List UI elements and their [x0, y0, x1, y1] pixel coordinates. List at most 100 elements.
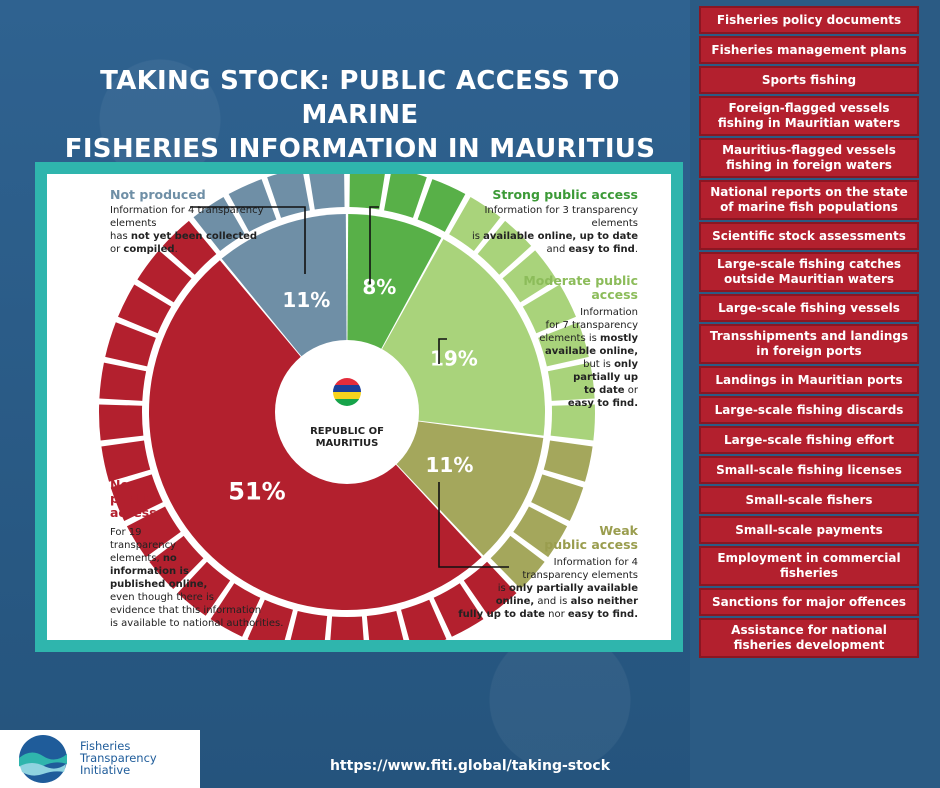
outer-ring-segment: [290, 610, 328, 640]
legend-text-bold: published online,: [110, 579, 208, 590]
outer-ring-segment: [137, 250, 192, 303]
legend-moderate-title: Moderate public access: [517, 274, 638, 302]
legend-text-line: is available to national authorities.: [110, 618, 284, 629]
outer-ring-segment: [330, 616, 364, 640]
legend-text-bold: online,: [495, 596, 535, 607]
mauritius-flag-icon: [333, 378, 361, 406]
outer-ring-segment: [105, 322, 156, 367]
legend-text-part: and: [546, 244, 569, 255]
legend-text-bold: available online,: [544, 346, 638, 357]
sidebar-item: Large-scale fishing vessels: [699, 294, 919, 322]
legend-not-produced-title: Not produced: [110, 187, 206, 202]
outer-ring-segment: [162, 220, 217, 275]
outer-ring-segment: [502, 250, 557, 303]
legend-text-bold: partially up: [573, 372, 638, 383]
legend-text-part: is: [497, 583, 509, 594]
legend-text-part: and is: [534, 596, 571, 607]
legend-text-line: Information: [580, 307, 638, 318]
legend-text-part: but is: [583, 359, 615, 370]
sidebar-item: Fisheries management plans: [699, 36, 919, 64]
slice-value-label: 51%: [228, 477, 285, 505]
outer-ring-segment: [110, 474, 163, 521]
outer-ring-segment: [449, 196, 501, 251]
outer-ring-segment: [550, 404, 595, 441]
center-label-line-1: REPUBLIC OF: [310, 426, 384, 437]
sidebar-item: Small-scale payments: [699, 516, 919, 544]
legend-text-bold: also neither: [570, 596, 638, 607]
legend-text-line: for 7 transparency: [545, 320, 638, 331]
leader-line: [438, 482, 509, 568]
legend-text-bold: mostly: [600, 333, 638, 344]
legend-text-part: is: [471, 231, 484, 242]
donut-chart: 8% 19% 11% 51% 11%: [98, 174, 595, 640]
outer-ring-segment: [309, 174, 345, 210]
legend-text-line: Information for 4: [553, 557, 638, 568]
logo-text-line: Initiative: [80, 763, 131, 777]
legend-text-bold: easy to find.: [567, 398, 638, 409]
legend-text-part: .: [634, 244, 638, 255]
legend-text-line: evidence that this information: [110, 605, 262, 616]
title-line-1: TAKING STOCK: PUBLIC ACCESS TO MARINE: [100, 66, 620, 130]
sidebar-item: Sports fishing: [699, 66, 919, 94]
outer-ring-segment: [98, 404, 144, 441]
legend-text-line: transparency elements: [522, 570, 638, 581]
fiti-logo-text: Fisheries Transparency Initiative: [80, 740, 157, 776]
legend-title-line: access: [110, 505, 157, 520]
sidebar-item: Landings in Mauritian ports: [699, 366, 919, 394]
fiti-logo: Fisheries Transparency Initiative: [0, 730, 200, 788]
outer-ring-segment: [101, 440, 151, 482]
legend-text-part: nor: [544, 609, 568, 620]
legend-text-line: Information for 4 transparency elements: [110, 205, 264, 229]
legend-moderate-text: Information for 7 transparency elements …: [537, 306, 638, 410]
sidebar-item: Small-scale fishers: [699, 486, 919, 514]
legend-text-line: Information for 3 transparency elements: [484, 205, 638, 229]
legend-text-part: or: [624, 385, 638, 396]
outer-ring-segment: [513, 506, 568, 558]
leader-line: [438, 338, 447, 364]
legend-text-line: transparency: [110, 540, 176, 551]
outer-ring-segment: [417, 179, 466, 232]
outer-ring-segment: [210, 583, 261, 637]
outer-ring-segment: [433, 583, 484, 637]
sidebar-item: Transshipments and landings in foreign p…: [699, 324, 919, 364]
outer-ring-segment: [463, 561, 517, 616]
sidebar-item: Large-scale fishing discards: [699, 396, 919, 424]
legend-no-access-text: For 19 transparency elements, no informa…: [110, 526, 320, 630]
page-title: TAKING STOCK: PUBLIC ACCESS TO MARINE FI…: [40, 64, 680, 166]
legend-text-bold: no: [162, 553, 177, 564]
outer-ring-segment: [384, 174, 427, 218]
outer-ring-segment: [366, 610, 404, 640]
legend-text-bold: only partially available: [508, 583, 638, 594]
legend-text-part: has: [110, 231, 131, 242]
legend-text-bold: fully up to date: [458, 609, 545, 620]
logo-text-line: Transparency: [80, 751, 157, 765]
fiti-url-link[interactable]: https://www.fiti.global/taking-stock: [329, 758, 611, 774]
outer-ring-segment: [522, 284, 576, 334]
sidebar-item: Large-scale fishing catches outside Maur…: [699, 252, 919, 292]
legend-title-line: public: [110, 491, 153, 506]
outer-ring-segment: [118, 284, 172, 334]
legend-text-bold: only: [614, 359, 638, 370]
sidebar-item: National reports on the state of marine …: [699, 180, 919, 220]
legend-title-line: No: [110, 477, 130, 492]
legend-text-bold: easy to find: [568, 244, 635, 255]
title-line-2: FISHERIES INFORMATION IN MAURITIUS: [64, 134, 656, 164]
legend-text-part: or: [110, 244, 124, 255]
outer-ring-segment: [193, 196, 245, 251]
outer-ring-segment: [477, 220, 532, 275]
sidebar-item: Fisheries policy documents: [699, 6, 919, 34]
legend-title-line: public access: [544, 537, 638, 552]
leader-line: [190, 206, 306, 274]
logo-text-line: Fisheries: [80, 739, 131, 753]
center-hole: [275, 340, 419, 484]
slice-value-label: 8%: [362, 275, 396, 299]
sidebar-item: Foreign-flagged vessels fishing in Mauri…: [699, 96, 919, 136]
sidebar-item: Employment in commercial fisheries: [699, 546, 919, 586]
transparency-elements-list: Fisheries policy documents Fisheries mana…: [699, 6, 919, 660]
slice-value-label: 11%: [282, 288, 330, 312]
center-label: REPUBLIC OF MAURITIUS: [297, 426, 397, 450]
outer-ring-segment: [401, 599, 447, 640]
legend-no-access-title: No public access: [110, 478, 157, 520]
fiti-wave-icon: [19, 735, 67, 783]
chart-panel: 8% 19% 11% 51% 11% REPUBLIC OF MAURITIUS Not…: [35, 162, 683, 652]
